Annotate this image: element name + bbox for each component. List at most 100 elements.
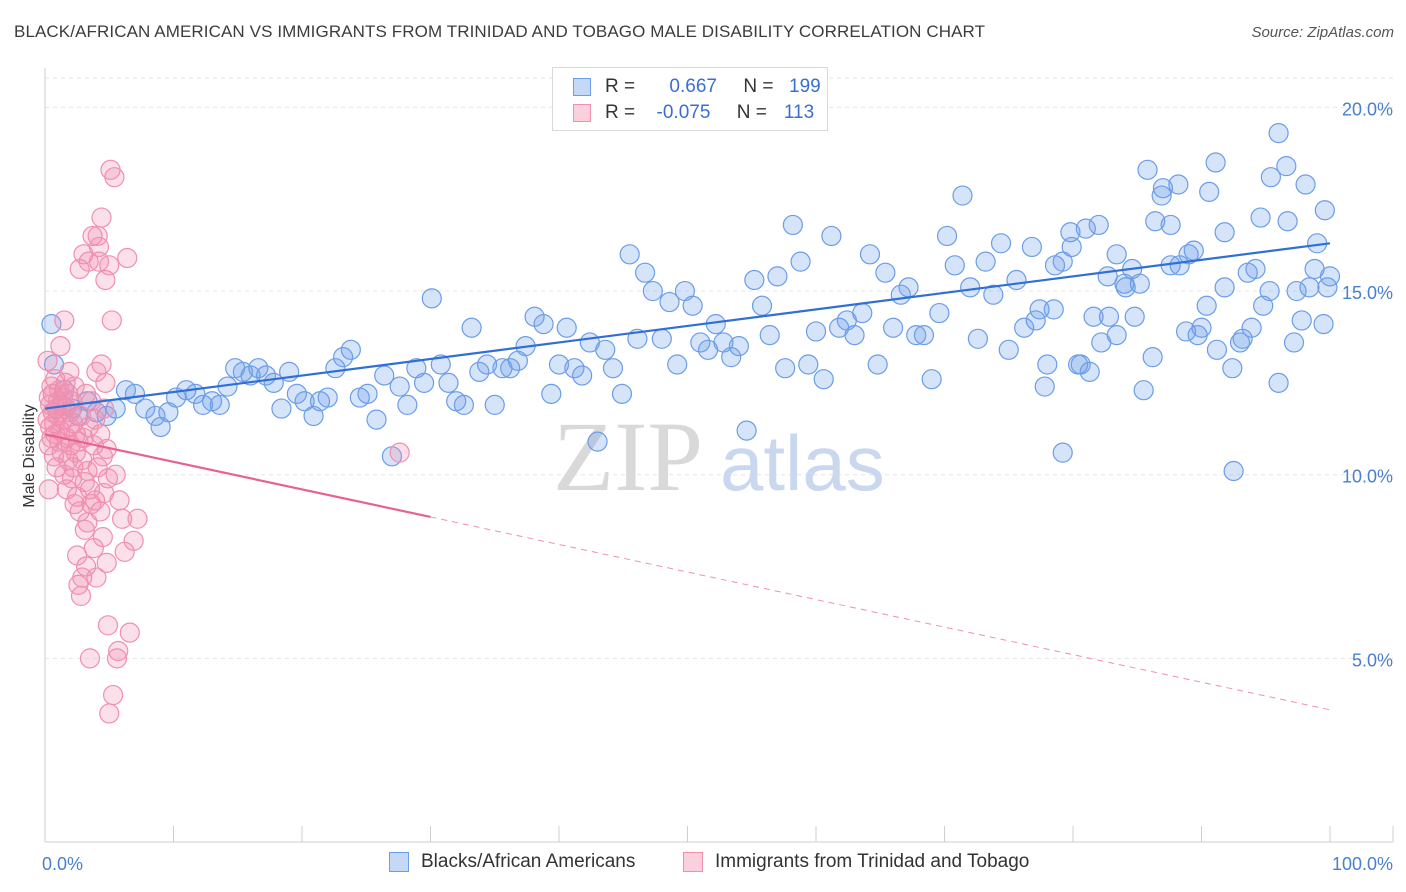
legend-row-trinidad: R = -0.075 N = 113 [573, 100, 814, 126]
data-point [92, 527, 113, 548]
data-point [682, 295, 703, 316]
data-point [54, 310, 75, 331]
data-point [859, 244, 881, 265]
data-point [1021, 236, 1042, 258]
data-point [611, 383, 633, 404]
data-point [340, 339, 361, 360]
data-point [821, 225, 842, 247]
data-point [619, 244, 640, 265]
data-point [1245, 258, 1266, 280]
data-point [1291, 310, 1312, 331]
data-point [240, 365, 261, 386]
data-point [1214, 277, 1235, 298]
watermark-zip: ZIP [553, 401, 703, 512]
data-point [1168, 174, 1189, 195]
data-point [595, 339, 616, 360]
data-point [357, 383, 378, 404]
data-point [1259, 280, 1280, 302]
data-point [1196, 295, 1217, 316]
trend-line [44, 242, 1331, 410]
series-legend-label: Blacks/African Americans [421, 851, 636, 872]
data-point [117, 247, 138, 269]
data-point [127, 508, 148, 529]
data-point [1206, 339, 1228, 360]
data-point [1175, 321, 1197, 342]
data-point [541, 383, 562, 404]
data-point [1070, 354, 1091, 375]
data-point [438, 372, 459, 393]
data-point [108, 640, 129, 662]
data-point [500, 358, 521, 379]
data-point [99, 703, 120, 724]
data-point [99, 255, 120, 276]
legend-n-value: 113 [783, 102, 815, 123]
data-point [1199, 181, 1220, 202]
data-point [1098, 306, 1120, 327]
data-point [366, 409, 387, 430]
series-legend-blacks: Blacks/African Americans [389, 851, 635, 873]
data-point [317, 387, 338, 408]
data-point [37, 350, 58, 371]
series-legend: Blacks/African Americans Immigrants from… [0, 851, 1406, 877]
data-point [119, 622, 140, 643]
data-point [744, 269, 765, 291]
data-point [1268, 122, 1289, 144]
data-point [564, 358, 585, 379]
data-point [659, 291, 680, 313]
data-point [86, 567, 107, 588]
data-point [79, 648, 101, 669]
legend-r-value: 0.667 [669, 76, 717, 97]
data-point [736, 420, 757, 441]
data-point [294, 391, 315, 412]
data-point [1268, 372, 1289, 393]
data-point [721, 347, 742, 368]
data-point [111, 508, 133, 529]
data-point [690, 332, 711, 353]
legend-r-label: R = [605, 102, 636, 123]
data-point [1006, 269, 1027, 291]
legend-swatch-blacks [573, 78, 591, 96]
data-point [453, 394, 475, 416]
data-point [960, 277, 981, 298]
data-point [421, 288, 442, 309]
trend-line-dashed [430, 516, 1331, 711]
data-point [389, 376, 410, 397]
data-point [96, 552, 117, 573]
data-point [87, 457, 108, 478]
data-point [775, 358, 796, 379]
data-point [70, 585, 92, 607]
data-point [88, 236, 110, 258]
data-point [1060, 222, 1081, 243]
data-point [767, 266, 788, 287]
data-point [469, 361, 490, 382]
axes [44, 68, 1394, 843]
data-point [1229, 332, 1251, 353]
data-point [1083, 306, 1104, 327]
data-point [751, 295, 773, 316]
y-tick-label: 5.0% [1352, 650, 1393, 670]
legend-r-value: -0.075 [656, 102, 711, 123]
data-point [906, 325, 927, 346]
legend-r-label: R = [605, 76, 636, 97]
data-point [1304, 258, 1325, 280]
data-point [867, 354, 888, 375]
y-tick-label: 20.0% [1342, 99, 1393, 119]
legend-row-blacks: R = 0.667 N = 199 [573, 74, 821, 100]
data-point [333, 347, 354, 368]
data-point [728, 336, 750, 357]
data-point [101, 310, 122, 331]
data-point [983, 284, 1004, 305]
data-point [1283, 332, 1305, 353]
data-point [389, 442, 410, 463]
trend-line-solid [44, 433, 431, 519]
data-point [936, 225, 958, 247]
data-point [135, 398, 156, 419]
data-point [1025, 310, 1046, 331]
data-point [1115, 277, 1136, 298]
data-point [852, 302, 873, 324]
data-point [461, 317, 482, 338]
correlation-legend: R = 0.667 N = 199 R = -0.075 N = 113 [552, 67, 828, 131]
data-point [1260, 167, 1281, 188]
data-point [1214, 222, 1235, 243]
